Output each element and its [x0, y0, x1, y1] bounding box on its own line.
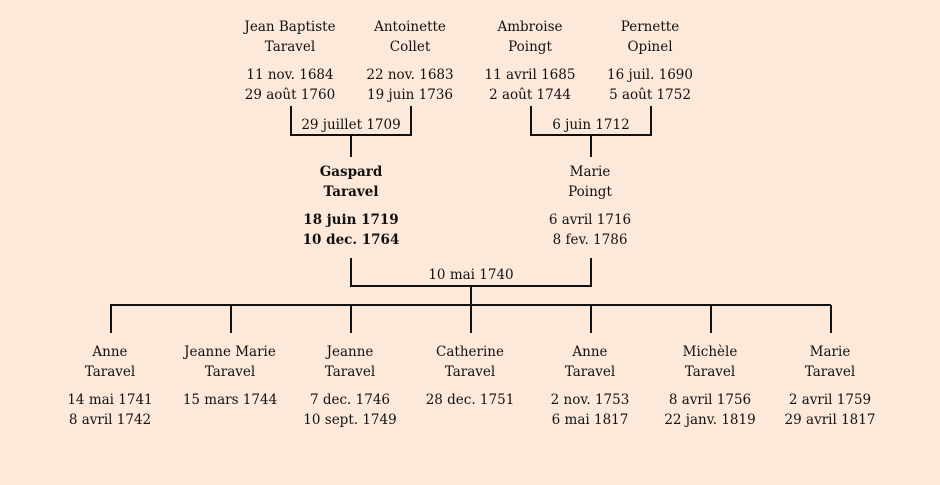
person-first-name: Gaspard [319, 164, 383, 180]
person-last-name: Taravel [804, 364, 856, 380]
person-death-date: 6 mai 1817 [551, 412, 629, 428]
grandparent-jean-baptiste-taravel: Jean Baptiste Taravel 11 nov. 1684 29 ao… [215, 17, 365, 105]
person-last-name: Taravel [324, 364, 376, 380]
person-death-date: 29 avril 1817 [784, 412, 876, 428]
person-death-date: 22 janv. 1819 [664, 412, 756, 428]
person-first-name: Marie [569, 164, 611, 180]
child-2: Jeanne Marie Taravel 15 mars 1744 [155, 342, 305, 410]
person-first-name: Pernette [620, 19, 680, 35]
person-first-name: Anne [92, 344, 128, 360]
grandparent-pernette-opinel: Pernette Opinel 16 juil. 1690 5 août 175… [575, 17, 725, 105]
person-last-name: Taravel [564, 364, 616, 380]
child-4: Catherine Taravel 28 dec. 1751 [395, 342, 545, 410]
child-7: Marie Taravel 2 avril 1759 29 avril 1817 [755, 342, 905, 430]
person-death-date: 5 août 1752 [609, 87, 691, 103]
person-last-name: Taravel [264, 39, 316, 55]
person-birth-date: 22 nov. 1683 [366, 67, 454, 83]
person-last-name: Taravel [84, 364, 136, 380]
person-last-name: Poingt [508, 39, 552, 55]
person-birth-date: 28 dec. 1751 [425, 392, 515, 408]
person-first-name: Marie [809, 344, 851, 360]
person-death-date: 10 dec. 1764 [302, 232, 400, 248]
person-first-name: Antoinette [374, 19, 446, 35]
person-death-date: 8 avril 1742 [68, 412, 152, 428]
grandparent-ambroise-poingt: Ambroise Poingt 11 avril 1685 2 août 174… [455, 17, 605, 105]
person-first-name: Catherine [436, 344, 504, 360]
marriage-date-1: 29 juillet 1709 [301, 117, 401, 133]
person-last-name: Taravel [684, 364, 736, 380]
person-death-date: 10 sept. 1749 [303, 412, 397, 428]
person-birth-date: 16 juil. 1690 [607, 67, 693, 83]
child-3: Jeanne Taravel 7 dec. 1746 10 sept. 1749 [275, 342, 425, 430]
person-first-name: Jeanne [326, 344, 374, 360]
child-5: Anne Taravel 2 nov. 1753 6 mai 1817 [515, 342, 665, 430]
grandparent-antoinette-collet: Antoinette Collet 22 nov. 1683 19 juin 1… [335, 17, 485, 105]
person-birth-date: 11 nov. 1684 [246, 67, 334, 83]
person-last-name: Poingt [568, 184, 612, 200]
marriage-date-2: 6 juin 1712 [552, 117, 630, 133]
person-birth-date: 2 avril 1759 [788, 392, 872, 408]
person-birth-date: 11 avril 1685 [484, 67, 576, 83]
person-birth-date: 8 avril 1756 [668, 392, 752, 408]
person-death-date: 8 fev. 1786 [552, 232, 628, 248]
person-birth-date: 6 avril 1716 [548, 212, 632, 228]
person-first-name: Michèle [682, 344, 738, 360]
parent-marie-poingt: Marie Poingt 6 avril 1716 8 fev. 1786 [515, 162, 665, 250]
person-first-name: Jeanne Marie [184, 344, 276, 360]
person-first-name: Ambroise [497, 19, 563, 35]
person-death-date: 19 juin 1736 [366, 87, 453, 103]
person-birth-date: 15 mars 1744 [182, 392, 278, 408]
person-birth-date: 2 nov. 1753 [550, 392, 630, 408]
person-last-name: Collet [389, 39, 431, 55]
child-1: Anne Taravel 14 mai 1741 8 avril 1742 [35, 342, 185, 430]
child-6: Michèle Taravel 8 avril 1756 22 janv. 18… [635, 342, 785, 430]
person-first-name: Jean Baptiste [244, 19, 336, 35]
person-birth-date: 7 dec. 1746 [309, 392, 390, 408]
person-last-name: Opinel [627, 39, 673, 55]
person-first-name: Anne [572, 344, 608, 360]
person-death-date: 29 août 1760 [244, 87, 336, 103]
parent-gaspard-taravel: Gaspard Taravel 18 juin 1719 10 dec. 176… [276, 162, 426, 250]
person-birth-date: 14 mai 1741 [67, 392, 153, 408]
person-death-date: 2 août 1744 [489, 87, 571, 103]
person-last-name: Taravel [444, 364, 496, 380]
person-last-name: Taravel [204, 364, 256, 380]
marriage-date-parents: 10 mai 1740 [428, 267, 514, 283]
person-birth-date: 18 juin 1719 [303, 212, 399, 228]
person-last-name: Taravel [323, 184, 379, 200]
